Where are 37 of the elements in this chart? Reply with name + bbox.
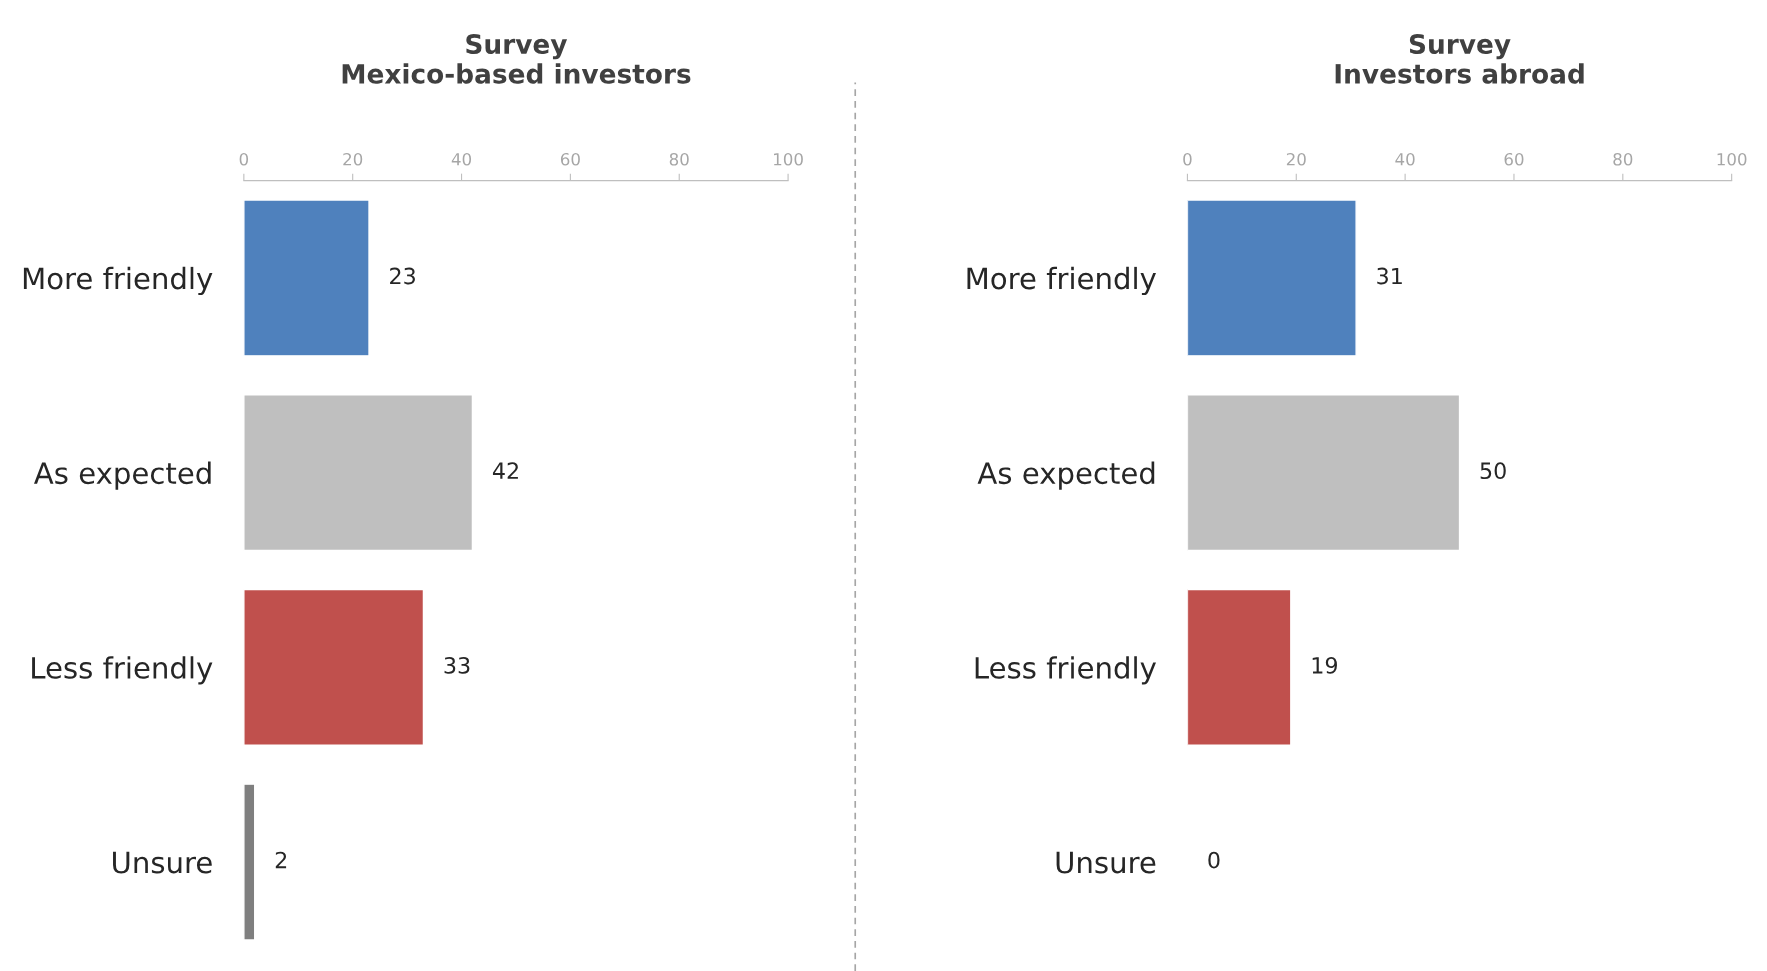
x-tick-label: 0 (1183, 152, 1192, 166)
data-label: 42 (492, 462, 518, 479)
data-label: 19 (1312, 656, 1337, 674)
data-label: 0 (1208, 851, 1220, 869)
x-tick-label: 60 (560, 152, 580, 166)
x-tick-label: 80 (669, 152, 689, 166)
x-tick-label: 100 (1717, 152, 1747, 166)
y-tick-label: Unsure (1056, 851, 1156, 874)
data-label: 2 (275, 851, 287, 869)
x-tick-label: 40 (451, 152, 472, 166)
x-tick-label: 100 (774, 152, 803, 166)
x-tick-label: 20 (1286, 152, 1306, 166)
y-tick-label: Less friendly (32, 656, 213, 685)
x-tick-label: 80 (1613, 152, 1633, 166)
x-tick-label: 20 (343, 152, 363, 166)
chart-title: Survey Mexico-based investors (342, 34, 691, 84)
data-label: 31 (1377, 267, 1402, 285)
y-tick-label: More friendly (23, 266, 213, 296)
chart-title: Survey Investors abroad (1335, 34, 1584, 84)
data-label: 50 (1480, 462, 1506, 480)
y-tick-label: As expected (977, 461, 1155, 490)
data-label: 23 (390, 267, 415, 285)
bar (243, 199, 370, 357)
y-tick-label: Less friendly (975, 656, 1156, 685)
x-tick-label: 40 (1395, 152, 1415, 166)
bar (1187, 199, 1357, 357)
bar (1187, 588, 1292, 746)
bar (243, 394, 474, 552)
y-tick-label: Unsure (113, 851, 212, 874)
y-tick-label: As expected (34, 461, 211, 490)
x-tick-label: 0 (239, 152, 249, 166)
bar (1187, 394, 1461, 552)
y-tick-label: More friendly (967, 266, 1156, 296)
data-label: 33 (444, 656, 470, 674)
x-tick-label: 60 (1504, 152, 1524, 166)
bar (243, 588, 425, 746)
bar (243, 783, 256, 941)
